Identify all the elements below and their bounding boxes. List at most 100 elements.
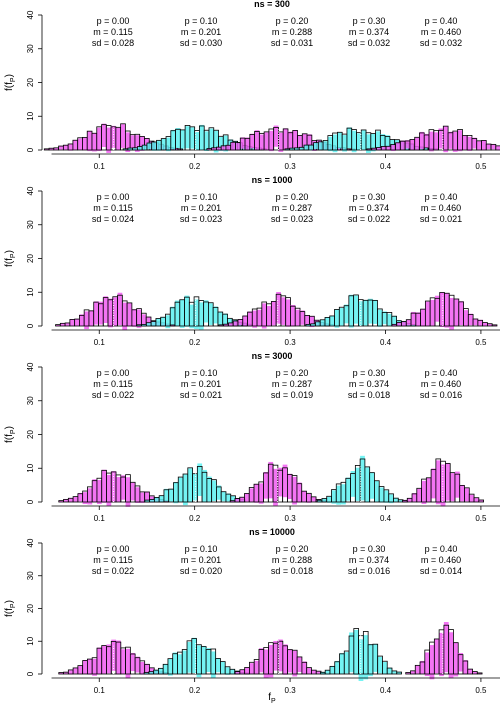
histogram-fill-bar	[400, 140, 406, 150]
histogram-fill-bar	[481, 140, 487, 151]
histogram-series-4	[402, 458, 484, 507]
histogram-fill-bar	[464, 488, 470, 502]
histogram-fill-bar	[364, 467, 370, 503]
histogram-fill-bar	[235, 671, 240, 674]
histogram-fill-bar	[268, 644, 274, 678]
histogram-fill-bar	[467, 136, 472, 151]
histogram-fill-bar	[264, 132, 269, 151]
histogram-fill-bar	[58, 145, 64, 150]
histogram-outline-bar	[396, 671, 402, 675]
histogram-fill-bar	[136, 324, 142, 326]
annotation-m: m = 0.115	[93, 555, 133, 565]
histogram-fill-bar	[101, 469, 107, 503]
histogram-fill-bar	[170, 324, 175, 326]
y-tick-label: 10	[26, 287, 35, 296]
histogram-fill-bar	[210, 651, 216, 678]
histogram-fill-bar	[266, 305, 272, 327]
histogram-fill-bar	[225, 144, 231, 150]
histogram-fill-bar	[144, 672, 149, 674]
histogram-fill-bar	[424, 652, 430, 677]
histogram-fill-bar	[383, 490, 389, 503]
histogram-fill-bar	[443, 622, 449, 673]
histogram-fill-bar	[309, 316, 315, 328]
histogram-fill-bar	[355, 467, 361, 501]
histogram-fill-bar	[92, 479, 97, 503]
annotation-m: m = 0.374	[349, 27, 389, 37]
histogram-fill-bar	[158, 668, 164, 675]
histogram-fill-bar	[374, 480, 380, 502]
histogram-fill-bar	[63, 499, 69, 503]
histogram-fill-bar	[196, 645, 202, 678]
histogram-fill-bar	[87, 488, 93, 505]
histogram-fill-bar	[130, 652, 136, 672]
histogram-fill-bar	[448, 632, 454, 679]
histogram-fill-bar	[363, 635, 369, 680]
histogram-fill-bar	[202, 469, 207, 503]
histogram-fill-bar	[130, 135, 135, 150]
histogram-fill-bar	[386, 146, 391, 150]
histogram-fill-bar	[153, 670, 159, 675]
histogram-fill-bar	[206, 476, 212, 502]
histogram-fill-bar	[292, 476, 297, 505]
histogram-fill-bar	[189, 304, 195, 329]
histogram-fill-bar	[198, 302, 204, 330]
histogram-fill-bar	[141, 314, 147, 327]
histogram-fill-bar	[306, 493, 312, 503]
histogram-fill-bar	[296, 482, 302, 503]
y-tick-label: 10	[26, 111, 35, 120]
histogram-fill-bar	[239, 670, 245, 675]
histogram-fill-bar	[379, 487, 384, 503]
x-tick-label: 0.5	[475, 686, 487, 695]
histogram-fill-bar	[192, 474, 198, 501]
histogram-fill-bar	[367, 298, 373, 324]
histogram-fill-bar	[421, 480, 427, 504]
annotation-sd: sd = 0.022	[92, 390, 134, 400]
histogram-fill-bar	[282, 644, 288, 675]
histogram-outline-bar	[495, 145, 500, 151]
histogram-fill-bar	[163, 500, 169, 502]
histogram-fill-bar	[197, 463, 203, 496]
histogram-series-4	[391, 292, 498, 330]
histogram-fill-bar	[412, 493, 417, 502]
annotation-sd: sd = 0.016	[420, 390, 462, 400]
histogram-fill-bar	[472, 671, 478, 675]
histogram-fill-bar	[182, 650, 188, 675]
histogram-fill-bar	[491, 144, 496, 150]
histogram-fill-bar	[173, 482, 179, 504]
panel-title: ns = 1000	[252, 175, 293, 185]
histogram-fill-bar	[216, 485, 222, 500]
panel-2: 0 10 20 30 40 0.1 0.2 0.3 0.4 0.5 f(fP) ns = 1000 p …	[4, 175, 500, 347]
histogram-fill-bar	[321, 498, 327, 502]
y-axis-label: f(fP)	[4, 250, 17, 267]
histogram-fill-bar	[482, 322, 488, 327]
histogram-fill-bar	[156, 140, 162, 151]
x-axis-label: fP	[268, 692, 276, 705]
y-tick-label: 40	[26, 538, 35, 547]
histogram-fill-bar	[125, 648, 131, 679]
histogram-fill-bar	[285, 299, 291, 327]
histogram-series-3	[305, 294, 417, 328]
y-tick-label: 0	[26, 323, 35, 328]
histogram-fill-bar	[216, 147, 222, 151]
annotation-p: p = 0.10	[185, 192, 218, 202]
histogram-fill-bar	[329, 315, 335, 327]
histogram-fill-bar	[223, 135, 229, 152]
histogram-fill-bar	[149, 499, 155, 503]
histogram-fill-bar	[69, 319, 75, 326]
histogram-fill-bar	[93, 301, 99, 325]
histogram-outline-bar	[382, 660, 388, 675]
histogram-fill-bar	[146, 142, 152, 150]
histogram-fill-bar	[439, 632, 444, 677]
histogram-fill-bar	[385, 135, 390, 149]
histogram-fill-bar	[345, 477, 351, 501]
histogram-fill-bar	[304, 315, 310, 327]
histogram-fill-bar	[477, 319, 483, 326]
histogram-fill-bar	[172, 652, 178, 674]
x-tick-label: 0.5	[475, 338, 487, 347]
histogram-fill-bar	[430, 300, 435, 326]
histogram-fill-bar	[131, 309, 137, 327]
histogram-fill-bar	[142, 145, 147, 151]
y-tick-label: 30	[26, 44, 35, 53]
histogram-fill-bar	[387, 667, 392, 675]
histogram-fill-bar	[358, 301, 364, 326]
